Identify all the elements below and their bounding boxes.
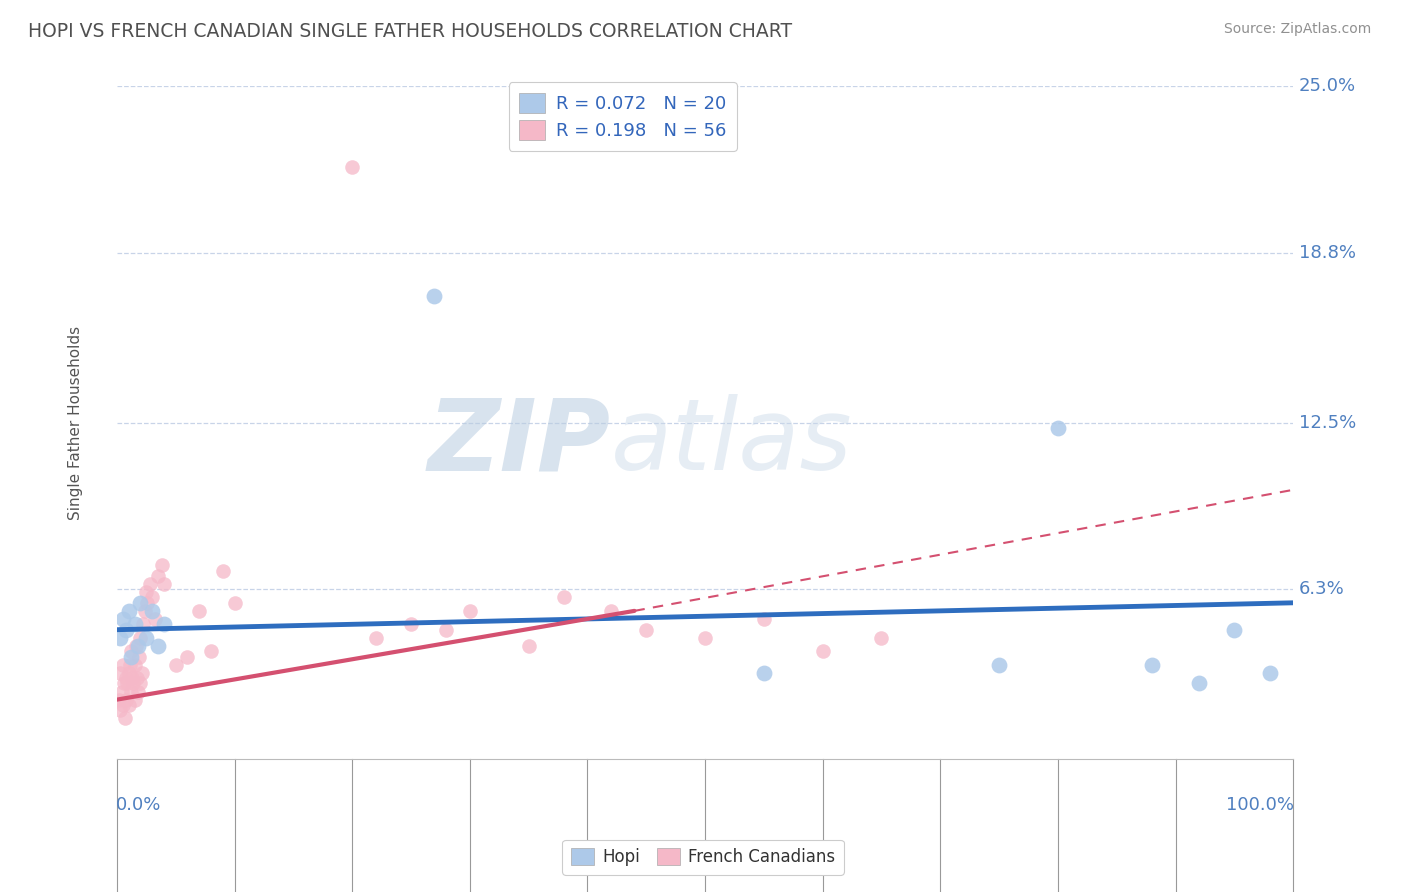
Point bbox=[117, 676, 139, 690]
Point bbox=[132, 617, 155, 632]
Point bbox=[115, 671, 138, 685]
Point bbox=[1258, 665, 1281, 680]
Point bbox=[129, 596, 152, 610]
Point bbox=[124, 657, 146, 672]
Point bbox=[139, 577, 162, 591]
Point bbox=[1188, 676, 1211, 690]
Text: Single Father Households: Single Father Households bbox=[69, 326, 83, 520]
Point bbox=[117, 665, 139, 680]
Point bbox=[127, 639, 149, 653]
Point bbox=[988, 657, 1011, 672]
Point bbox=[135, 585, 157, 599]
Text: 18.8%: 18.8% bbox=[1299, 244, 1355, 262]
Point bbox=[364, 631, 387, 645]
Point bbox=[153, 577, 176, 591]
Text: 6.3%: 6.3% bbox=[1299, 581, 1344, 599]
Point bbox=[124, 692, 146, 706]
Point bbox=[121, 671, 143, 685]
Point bbox=[399, 617, 422, 632]
Point bbox=[423, 289, 446, 303]
Point bbox=[110, 703, 132, 717]
Point bbox=[118, 657, 141, 672]
Text: 0.0%: 0.0% bbox=[115, 796, 162, 814]
Point bbox=[110, 684, 132, 698]
Point bbox=[150, 558, 173, 573]
Point bbox=[120, 644, 142, 658]
Point bbox=[200, 644, 222, 658]
Text: atlas: atlas bbox=[612, 394, 852, 491]
Point bbox=[120, 684, 142, 698]
Point bbox=[125, 671, 148, 685]
Point bbox=[600, 604, 623, 618]
Point bbox=[458, 604, 481, 618]
Point bbox=[117, 698, 139, 712]
Legend: R = 0.072   N = 20, R = 0.198   N = 56: R = 0.072 N = 20, R = 0.198 N = 56 bbox=[509, 82, 737, 151]
Point bbox=[124, 617, 146, 632]
Point bbox=[153, 617, 176, 632]
Point bbox=[1140, 657, 1163, 672]
Point bbox=[134, 604, 156, 618]
Point bbox=[146, 569, 169, 583]
Text: 25.0%: 25.0% bbox=[1299, 78, 1357, 95]
Point bbox=[131, 665, 153, 680]
Legend: Hopi, French Canadians: Hopi, French Canadians bbox=[562, 840, 844, 875]
Text: 12.5%: 12.5% bbox=[1299, 414, 1357, 432]
Point bbox=[176, 649, 198, 664]
Point bbox=[811, 644, 834, 658]
Point bbox=[125, 639, 148, 653]
Point bbox=[114, 711, 136, 725]
Point bbox=[111, 612, 134, 626]
Point bbox=[211, 564, 233, 578]
Point bbox=[110, 631, 132, 645]
Point bbox=[1046, 421, 1069, 435]
Point bbox=[517, 639, 540, 653]
Point bbox=[224, 596, 246, 610]
Point bbox=[636, 623, 658, 637]
Point bbox=[111, 657, 134, 672]
Point bbox=[120, 649, 142, 664]
Point bbox=[553, 591, 575, 605]
Point bbox=[135, 631, 157, 645]
Point bbox=[143, 612, 166, 626]
Point bbox=[188, 604, 211, 618]
Text: Source: ZipAtlas.com: Source: ZipAtlas.com bbox=[1223, 22, 1371, 37]
Point bbox=[434, 623, 457, 637]
Point bbox=[128, 649, 150, 664]
Point bbox=[117, 604, 139, 618]
Text: 100.0%: 100.0% bbox=[1226, 796, 1295, 814]
Point bbox=[110, 665, 132, 680]
Point bbox=[108, 692, 131, 706]
Point bbox=[115, 623, 138, 637]
Point bbox=[129, 676, 152, 690]
Point bbox=[146, 639, 169, 653]
Point bbox=[122, 676, 145, 690]
Text: HOPI VS FRENCH CANADIAN SINGLE FATHER HOUSEHOLDS CORRELATION CHART: HOPI VS FRENCH CANADIAN SINGLE FATHER HO… bbox=[28, 22, 792, 41]
Point bbox=[112, 676, 135, 690]
Point bbox=[136, 596, 159, 610]
Point bbox=[165, 657, 187, 672]
Point bbox=[111, 698, 134, 712]
Point bbox=[1223, 623, 1246, 637]
Point bbox=[752, 612, 775, 626]
Point bbox=[141, 604, 163, 618]
Point bbox=[870, 631, 893, 645]
Point bbox=[141, 591, 163, 605]
Text: ZIP: ZIP bbox=[427, 394, 612, 491]
Point bbox=[752, 665, 775, 680]
Point bbox=[127, 684, 149, 698]
Point bbox=[115, 692, 138, 706]
Point bbox=[129, 631, 152, 645]
Point bbox=[340, 160, 363, 174]
Point bbox=[693, 631, 716, 645]
